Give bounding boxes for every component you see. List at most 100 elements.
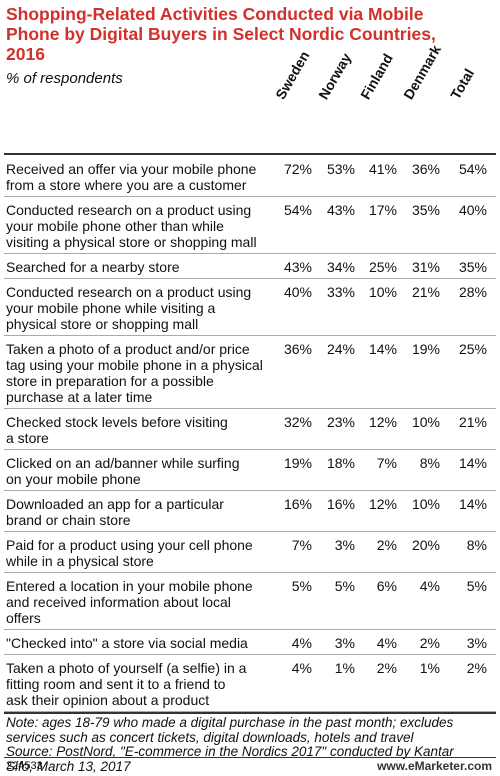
row-separator bbox=[4, 408, 496, 409]
row-label: while in a physical store bbox=[6, 553, 154, 569]
cell: 43% bbox=[326, 202, 355, 218]
row-label: ask their opinion about a product bbox=[6, 692, 210, 708]
cell: 3% bbox=[466, 635, 487, 651]
title-line: Shopping-Related Activities Conducted vi… bbox=[6, 4, 424, 24]
row-label: your mobile phone while visiting a bbox=[6, 300, 216, 316]
column-header: Finland bbox=[357, 50, 396, 102]
row-label: offers bbox=[6, 610, 41, 626]
row-label: Downloaded an app for a particular bbox=[6, 496, 224, 512]
cell: 8% bbox=[419, 455, 440, 471]
cell: 41% bbox=[368, 161, 397, 177]
cell: 12% bbox=[368, 496, 397, 512]
cell: 16% bbox=[326, 496, 355, 512]
row-label: and received information about local bbox=[6, 594, 231, 610]
cell: 18% bbox=[326, 455, 355, 471]
row-separator bbox=[4, 335, 496, 336]
cell: 32% bbox=[283, 414, 312, 430]
note-line: Sifo, March 13, 2017 bbox=[6, 758, 131, 774]
cell: 40% bbox=[458, 202, 487, 218]
row-separator bbox=[4, 449, 496, 450]
row-separator bbox=[4, 253, 496, 254]
title-line: 2016 bbox=[6, 44, 45, 64]
cell: 3% bbox=[334, 537, 355, 553]
cell: 7% bbox=[376, 455, 397, 471]
row-label: brand or chain store bbox=[6, 512, 131, 528]
cell: 72% bbox=[283, 161, 312, 177]
column-header: Sweden bbox=[272, 48, 313, 102]
cell: 19% bbox=[411, 341, 440, 357]
cell: 54% bbox=[283, 202, 312, 218]
cell: 12% bbox=[368, 414, 397, 430]
cell: 53% bbox=[326, 161, 355, 177]
row-separator bbox=[4, 572, 496, 573]
cell: 21% bbox=[458, 414, 487, 430]
row-separator bbox=[4, 531, 496, 532]
cell: 2% bbox=[376, 537, 397, 553]
cell: 16% bbox=[283, 496, 312, 512]
row-label: on your mobile phone bbox=[6, 471, 141, 487]
rule bbox=[4, 712, 496, 714]
row-label: fitting room and sent it to a friend to bbox=[6, 676, 226, 692]
cell: 6% bbox=[376, 578, 397, 594]
row-separator bbox=[4, 711, 496, 712]
note-line: Source: PostNord, "E-commerce in the Nor… bbox=[6, 744, 454, 759]
row-label: "Checked into" a store via social media bbox=[6, 635, 248, 651]
row-separator bbox=[4, 278, 496, 279]
rule bbox=[4, 153, 496, 155]
cell: 14% bbox=[368, 341, 397, 357]
cell: 1% bbox=[419, 660, 440, 676]
row-label: purchase at a later time bbox=[6, 389, 153, 405]
cell: 5% bbox=[334, 578, 355, 594]
column-header: Norway bbox=[315, 50, 355, 102]
cell: 24% bbox=[326, 341, 355, 357]
cell: 23% bbox=[326, 414, 355, 430]
row-label: physical store or shopping mall bbox=[6, 316, 199, 332]
cell: 2% bbox=[376, 660, 397, 676]
cell: 14% bbox=[458, 455, 487, 471]
row-label: Conducted research on a product using bbox=[6, 284, 252, 300]
row-label: from a store where you are a customer bbox=[6, 177, 247, 193]
cell: 43% bbox=[283, 259, 312, 275]
footer-rule bbox=[4, 757, 496, 758]
note-line: services such as concert tickets, digita… bbox=[6, 729, 414, 745]
cell: 2% bbox=[419, 635, 440, 651]
cell: 28% bbox=[458, 284, 487, 300]
cell: 10% bbox=[411, 496, 440, 512]
column-header: Total bbox=[447, 65, 478, 102]
row-label: a store bbox=[6, 430, 49, 446]
column-header: Denmark bbox=[400, 42, 444, 102]
row-label: Conducted research on a product using bbox=[6, 202, 252, 218]
row-label: Checked stock levels before visiting bbox=[6, 414, 228, 430]
cell: 35% bbox=[411, 202, 440, 218]
cell: 40% bbox=[283, 284, 312, 300]
cell: 4% bbox=[291, 660, 312, 676]
cell: 25% bbox=[458, 341, 487, 357]
cell: 34% bbox=[326, 259, 355, 275]
cell: 4% bbox=[291, 635, 312, 651]
cell: 33% bbox=[326, 284, 355, 300]
cell: 35% bbox=[458, 259, 487, 275]
row-label: Paid for a product using your cell phone bbox=[6, 537, 253, 553]
cell: 19% bbox=[283, 455, 312, 471]
row-label: tag using your mobile phone in a physica… bbox=[6, 357, 263, 373]
row-label: Received an offer via your mobile phone bbox=[6, 161, 257, 177]
cell: 2% bbox=[466, 660, 487, 676]
cell: 10% bbox=[368, 284, 397, 300]
cell: 14% bbox=[458, 496, 487, 512]
row-separator bbox=[4, 654, 496, 655]
cell: 5% bbox=[291, 578, 312, 594]
footer-brand: www.eMarketer.com bbox=[377, 759, 492, 773]
cell: 36% bbox=[411, 161, 440, 177]
row-label: store in preparation for a possible bbox=[6, 373, 214, 389]
row-label: Clicked on an ad/banner while surfing bbox=[6, 455, 240, 471]
title-line: Phone by Digital Buyers in Select Nordic… bbox=[6, 24, 436, 44]
cell: 4% bbox=[419, 578, 440, 594]
row-label: visiting a physical store or shopping ma… bbox=[6, 234, 257, 250]
footer-id: 224533 bbox=[6, 760, 43, 772]
note-line: Note: ages 18-79 who made a digital purc… bbox=[6, 715, 454, 730]
row-label: Searched for a nearby store bbox=[6, 259, 180, 275]
subtitle: % of respondents bbox=[6, 70, 123, 87]
row-label: Entered a location in your mobile phone bbox=[6, 578, 253, 594]
row-separator bbox=[4, 490, 496, 491]
